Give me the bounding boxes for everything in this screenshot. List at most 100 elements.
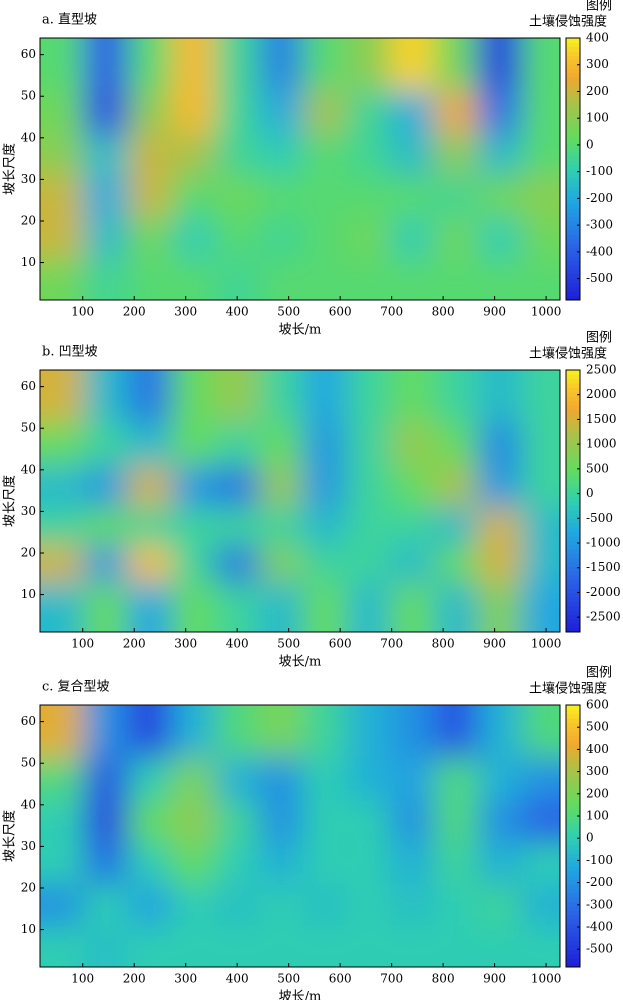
cell <box>346 705 391 758</box>
colorbar-step <box>566 86 580 91</box>
y-tick-label: 30 <box>21 839 36 853</box>
y-tick-label: 20 <box>21 880 36 894</box>
cell <box>302 258 348 300</box>
cell <box>215 175 260 218</box>
cell <box>215 216 260 259</box>
x-tick-label: 900 <box>483 305 506 319</box>
y-tick-label: 40 <box>21 797 36 811</box>
colorbar-step <box>566 809 580 815</box>
x-tick-label: 400 <box>226 305 249 319</box>
y-tick-label: 40 <box>21 462 36 476</box>
cell <box>127 800 173 843</box>
colorbar-step <box>566 291 580 297</box>
cell <box>84 216 129 259</box>
cell <box>346 582 391 632</box>
cell <box>215 544 260 583</box>
cell <box>434 421 479 467</box>
x-axis-label: 坡长/m <box>279 323 322 338</box>
cell <box>259 421 304 467</box>
y-tick-label: 40 <box>21 130 36 144</box>
y-tick-label: 50 <box>21 756 36 770</box>
colorbar-step <box>566 836 580 841</box>
cell <box>434 175 479 218</box>
cell <box>477 258 523 300</box>
colorbar-tick-label: -2500 <box>586 610 621 624</box>
cell <box>127 370 173 423</box>
legend-title: 图例 <box>586 331 612 346</box>
colorbar-step <box>566 592 580 598</box>
cell <box>302 582 348 632</box>
cell <box>259 507 304 546</box>
colorbar-step <box>566 474 580 480</box>
cell <box>127 582 173 632</box>
colorbar-step <box>566 116 580 122</box>
colorbar-step <box>566 875 580 881</box>
colorbar-frame <box>565 369 581 633</box>
cell <box>346 883 391 926</box>
cell <box>40 507 85 546</box>
panel-title: a. 直型坡 <box>42 13 97 28</box>
colorbar-tick-label: 0 <box>586 486 594 500</box>
cell <box>40 370 85 423</box>
cell <box>390 370 435 423</box>
colorbar-step <box>566 614 580 620</box>
y-tick-label: 10 <box>21 255 36 269</box>
x-tick-label: 200 <box>123 972 146 986</box>
colorbar-step <box>566 391 580 397</box>
cell <box>171 133 216 176</box>
cell <box>477 883 523 926</box>
colorbar-step <box>566 221 580 227</box>
colorbar-step <box>566 256 580 262</box>
colorbar-step <box>566 230 580 235</box>
colorbar-step <box>566 422 580 428</box>
colorbar-step <box>566 618 580 624</box>
cell <box>346 842 391 885</box>
colorbar-step <box>566 439 580 445</box>
cell <box>346 756 391 802</box>
colorbar-step <box>566 286 580 292</box>
plot-frame <box>39 369 561 633</box>
cell <box>259 705 304 758</box>
colorbar-step <box>566 579 580 585</box>
cell <box>302 465 348 508</box>
colorbar-step <box>566 927 580 933</box>
colorbar-step <box>566 787 580 793</box>
x-tick-label: 800 <box>432 637 455 651</box>
x-tick-label: 700 <box>380 637 403 651</box>
cell <box>171 216 216 259</box>
colorbar-step <box>566 383 580 388</box>
colorbar-step <box>566 705 580 710</box>
cell <box>477 582 523 632</box>
y-axis-label: 坡长尺度 <box>2 143 18 195</box>
cell <box>171 582 216 632</box>
colorbar-step <box>566 914 580 920</box>
colorbar-step <box>566 627 580 633</box>
cell <box>40 175 85 218</box>
colorbar-step <box>566 818 580 824</box>
cell <box>171 465 216 508</box>
colorbar-step <box>566 744 580 750</box>
colorbar-step <box>566 413 580 419</box>
cell <box>127 544 173 583</box>
cell <box>521 705 560 758</box>
legend-title: 图例 <box>586 666 612 681</box>
cell <box>477 544 523 583</box>
panel-title: c. 复合型坡 <box>42 680 110 695</box>
colorbar-step <box>566 831 580 837</box>
cell <box>477 800 523 843</box>
colorbar-step <box>566 461 580 467</box>
cell <box>84 925 129 967</box>
cell <box>434 38 479 91</box>
colorbar-step <box>566 522 580 528</box>
y-axis-label: 坡长尺度 <box>2 810 18 862</box>
x-tick-label: 800 <box>432 305 455 319</box>
cell <box>84 133 129 176</box>
cell <box>215 756 260 802</box>
colorbar-step <box>566 709 580 715</box>
x-tick-label: 500 <box>277 972 300 986</box>
cell <box>477 216 523 259</box>
x-tick-label: 700 <box>380 305 403 319</box>
colorbar-step <box>566 269 580 275</box>
cell <box>259 216 304 259</box>
cell <box>521 582 560 632</box>
